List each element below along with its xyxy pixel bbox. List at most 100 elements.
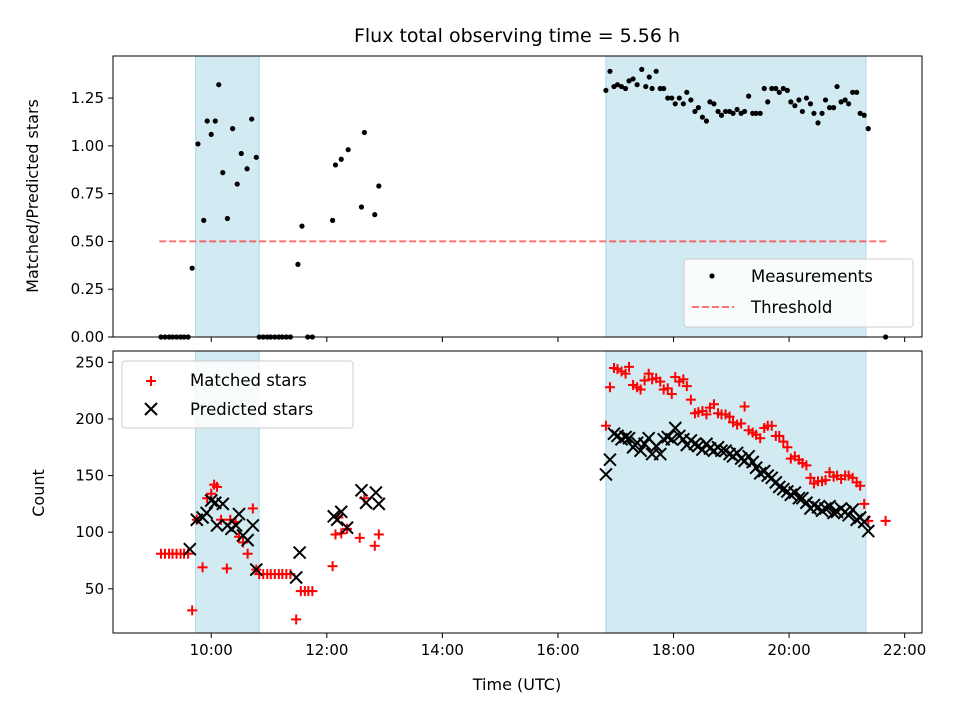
- measurement-point: [688, 97, 694, 103]
- top-x-axis-ticks: [210, 337, 906, 342]
- predicted-star-point: [369, 485, 383, 500]
- measurement-point: [722, 108, 729, 115]
- measurement-point: [684, 89, 690, 95]
- measurement-point: [718, 112, 725, 118]
- predicted-star-point: [633, 443, 648, 458]
- predicted-star-point: [753, 466, 767, 481]
- matched-star-point: [681, 381, 692, 392]
- legend-threshold-label: Threshold: [750, 298, 832, 317]
- predicted-star-point: [210, 518, 224, 533]
- legend-matched-marker: [146, 376, 156, 386]
- matched-star-point: [643, 368, 654, 379]
- matched-star-point: [655, 376, 666, 387]
- matched-star-point: [327, 561, 338, 572]
- bottom-plot-frame: [112, 350, 923, 634]
- matched-star-point: [369, 540, 380, 551]
- measurement-point: [669, 95, 675, 101]
- measurement-point: [807, 101, 814, 107]
- matched-star-point: [373, 529, 384, 540]
- measurement-point: [773, 85, 779, 92]
- matched-star-point: [774, 430, 785, 441]
- predicted-star-point: [232, 507, 246, 521]
- predicted-star-point: [826, 506, 841, 520]
- x-tick-label: 22:00: [883, 641, 926, 659]
- measurement-point: [799, 108, 805, 115]
- predicted-star-point: [622, 431, 636, 445]
- measurement-point: [372, 212, 378, 218]
- chart-title: Flux total observing time = 5.56 h: [354, 25, 680, 47]
- measurement-point: [822, 97, 829, 103]
- measurement-point: [622, 85, 629, 92]
- predicted-star-point: [603, 453, 617, 467]
- measurement-point: [715, 108, 721, 115]
- legend-measurements-marker: [709, 273, 715, 279]
- measurement-point: [603, 87, 609, 94]
- matched-star-point: [755, 433, 766, 444]
- y-tick-label: 0.00: [71, 328, 104, 346]
- matched-star-point: [678, 374, 689, 385]
- measurement-point: [734, 106, 740, 113]
- measurement-point: [634, 82, 640, 88]
- legend-measurements-label: Measurements: [751, 267, 873, 286]
- measurement-point: [792, 103, 798, 109]
- measurement-point: [607, 68, 613, 74]
- measurement-point: [649, 85, 655, 92]
- matched-star-point: [635, 384, 646, 395]
- measurement-point: [761, 85, 767, 92]
- measurement-point: [826, 105, 833, 111]
- measurement-point: [201, 217, 207, 223]
- top-y-axis-label: Matched/Predicted stars: [23, 99, 42, 293]
- measurement-point: [224, 215, 231, 222]
- matched-star-point: [600, 420, 611, 431]
- predicted-star-point: [807, 498, 821, 512]
- x-tick-label: 10:00: [190, 641, 233, 659]
- predicted-star-point: [372, 497, 386, 511]
- measurement-point: [846, 101, 852, 107]
- shaded-interval: [605, 350, 867, 634]
- predicted-star-point: [792, 491, 806, 505]
- matched-star-point: [354, 532, 365, 543]
- matched-star-point: [859, 498, 870, 509]
- predicted-star-point: [788, 485, 802, 500]
- bottom-shaded-regions: [195, 350, 867, 634]
- top-legend-box: [683, 258, 914, 328]
- legend-predicted-label: Predicted stars: [190, 400, 313, 419]
- matched-star-point: [801, 460, 812, 471]
- matched-star-point: [880, 515, 891, 526]
- count-points: [155, 361, 891, 625]
- y-tick-label: 1.00: [71, 137, 104, 155]
- measurement-point: [630, 76, 636, 82]
- predicted-star-point: [637, 437, 652, 451]
- matched-star-point: [820, 475, 831, 486]
- matched-star-point: [620, 368, 631, 379]
- measurement-point: [299, 223, 305, 229]
- measurement-point: [819, 110, 825, 116]
- measurement-point: [234, 181, 240, 187]
- predicted-star-point: [668, 421, 682, 435]
- measurement-point: [703, 118, 710, 124]
- measurement-point: [680, 101, 686, 107]
- y-tick-label: 250: [75, 353, 104, 371]
- measurement-point: [639, 66, 645, 72]
- predicted-star-point: [784, 488, 798, 502]
- shaded-interval: [195, 55, 260, 338]
- predicted-star-point: [749, 460, 763, 475]
- predicted-star-point: [183, 542, 197, 556]
- predicted-star-point: [818, 501, 833, 516]
- predicted-star-point: [841, 508, 856, 522]
- matched-star-point: [701, 409, 712, 420]
- predicted-star-point: [741, 449, 756, 464]
- matched-star-point: [855, 480, 866, 491]
- matched-star-point: [739, 401, 750, 412]
- bottom-y-axis-ticks: 50 100 150 200 250: [75, 353, 113, 598]
- matched-star-point: [708, 399, 719, 410]
- y-tick-label: 0.25: [71, 280, 104, 298]
- measurement-point: [788, 99, 794, 105]
- predicted-star-point: [618, 430, 633, 444]
- y-tick-label: 50: [85, 580, 104, 598]
- measurement-point: [665, 95, 671, 101]
- y-tick-label: 150: [75, 467, 104, 485]
- predicted-star-point: [292, 545, 307, 560]
- measurement-point: [741, 108, 748, 115]
